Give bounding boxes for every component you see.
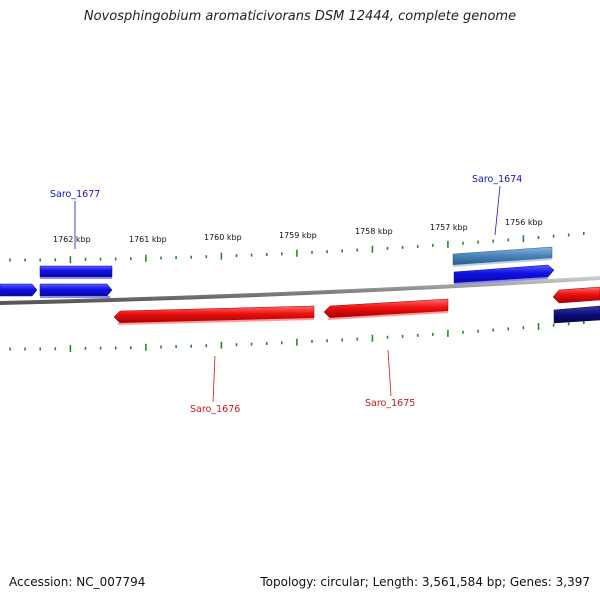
map-title: Novosphingobium aromaticivorans DSM 1244…: [83, 9, 517, 24]
gene-forward-left-edge[interactable]: [0, 283, 38, 297]
kbp-label-1759: 1759 kbp: [279, 231, 317, 240]
kbp-label-1756: 1756 kbp: [505, 218, 543, 227]
gene-label-saro-1674[interactable]: Saro_1674: [472, 174, 522, 185]
gene-forward-1678[interactable]: [39, 283, 113, 297]
gene-saro-1675[interactable]: [323, 298, 449, 319]
tick-row-outer: [9, 232, 585, 264]
gene-saro-1676[interactable]: [113, 305, 315, 324]
leader-saro-1674: [494, 185, 501, 236]
kbp-label-1757: 1757 kbp: [430, 223, 468, 232]
gene-label-saro-1676[interactable]: Saro_1676: [190, 404, 240, 415]
gene-forward-1673[interactable]: [453, 264, 555, 284]
tick-row-inner: [9, 321, 585, 353]
gene-label-saro-1677[interactable]: Saro_1677: [50, 189, 100, 200]
gene-saro-1677[interactable]: [39, 265, 113, 278]
accession-text: Accession: NC_007794: [9, 575, 146, 589]
gene-label-saro-1675[interactable]: Saro_1675: [365, 398, 415, 409]
gene-forward-right-edge[interactable]: [553, 305, 600, 324]
leader-saro-1676: [212, 355, 216, 403]
kbp-label-1760: 1760 kbp: [204, 233, 242, 242]
genome-summary-text: Topology: circular; Length: 3,561,584 bp…: [260, 575, 590, 589]
genome-backbone: [0, 276, 600, 305]
kbp-label-1758: 1758 kbp: [355, 227, 393, 236]
leader-saro-1675: [387, 349, 392, 397]
kbp-label-1761: 1761 kbp: [129, 235, 167, 244]
kbp-label-1762: 1762 kbp: [53, 235, 91, 244]
gene-reverse-right-edge[interactable]: [552, 286, 600, 304]
